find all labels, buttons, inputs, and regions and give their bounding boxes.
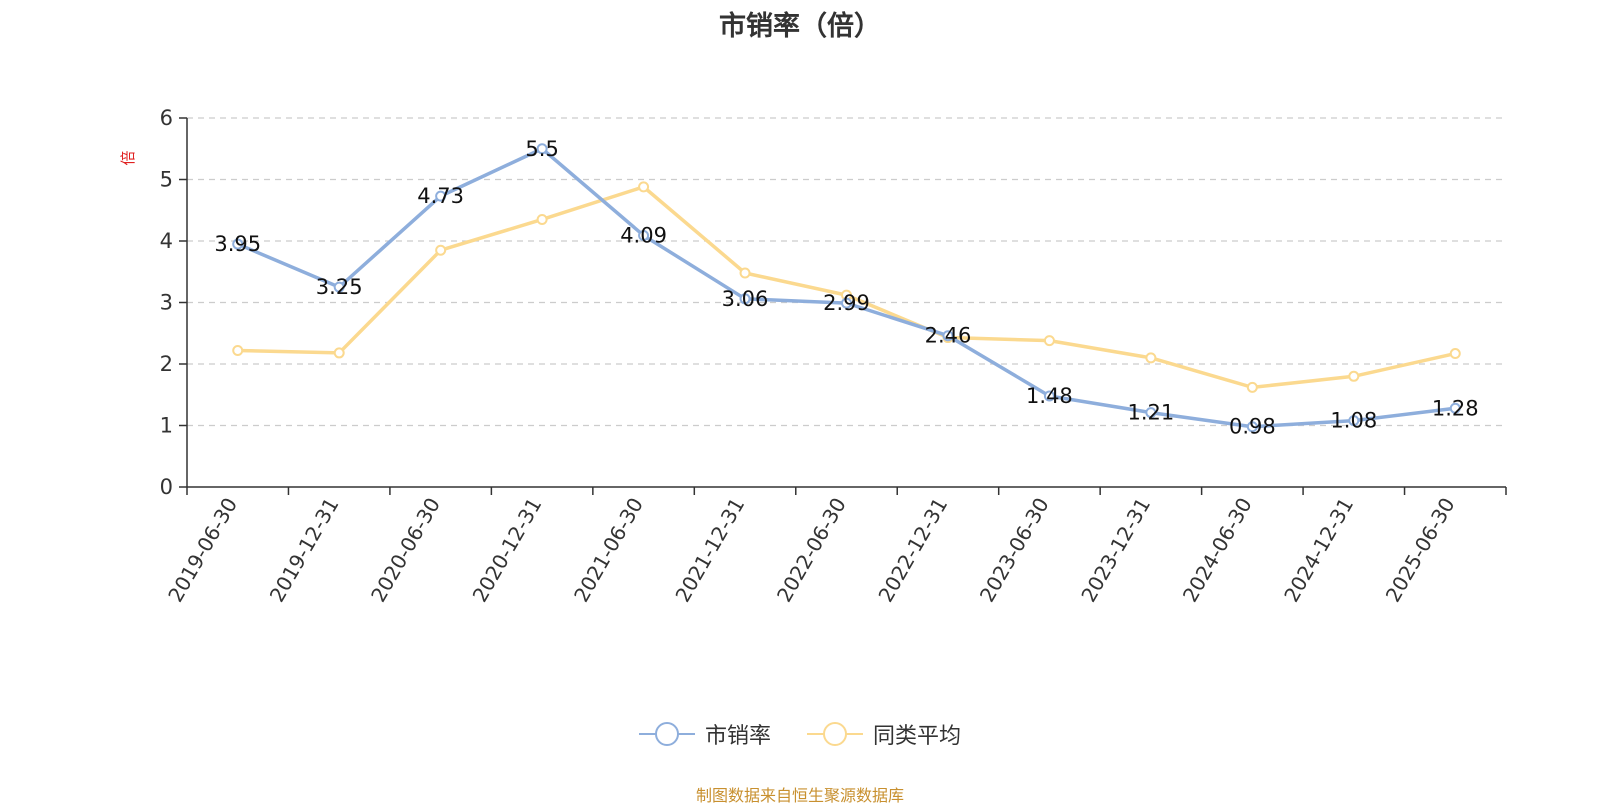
data-point-series-1 [1348,415,1360,427]
data-labels: 3.95 3.25 4.73 5.5 4.09 3.06 2.99 2.46 1.48 1.21 0… [214,137,1478,439]
x-tick-label: 2022-06-30 [772,494,851,607]
x-tick-label: 2021-06-30 [569,494,648,607]
data-label: 3.06 [722,287,769,311]
data-point-series-1 [333,281,345,293]
grid-lines [187,117,1506,427]
data-label: 2.46 [925,324,972,348]
y-tick-label: 4 [160,229,173,253]
data-point-series-2 [1449,348,1461,360]
legend-label-series-1: 市销率 [704,724,771,749]
x-tick-label: 2019-06-30 [163,494,242,607]
data-point-series-1 [435,190,447,202]
y-tick-label: 1 [160,414,173,438]
legend-marker-series-2 [807,722,863,746]
x-tick-label: 2019-12-31 [265,494,344,607]
data-point-series-1 [942,330,954,342]
y-tick-label: 5 [160,168,173,192]
data-label: 3.95 [214,232,261,256]
data-label: 1.48 [1026,384,1073,408]
source-note: 制图数据来自恒生聚源数据库 [695,786,904,805]
series-line-2 [235,185,1458,390]
data-point-series-1 [739,293,751,305]
data-point-series-1 [232,238,244,250]
legend-item-series-2[interactable]: 同类平均 [807,718,961,750]
x-tick-label: 2021-12-31 [670,494,749,607]
data-point-series-1 [841,297,852,309]
legend-item-series-1[interactable]: 市销率 [638,718,771,750]
x-tick-label: 2025-06-30 [1381,494,1460,607]
legend-marker-series-1 [638,722,695,746]
data-point-series-2 [1043,335,1055,347]
data-point-series-2 [232,344,244,356]
data-label: 1.28 [1432,396,1479,420]
data-label: 0.98 [1229,415,1276,439]
data-point-series-2 [1145,352,1157,364]
x-tick-label: 2022-12-31 [873,494,952,607]
data-point-series-1 [1043,390,1055,402]
x-tick-label: 2023-06-30 [975,494,1054,607]
data-label: 5.5 [525,137,558,161]
data-label: 4.73 [417,184,464,208]
data-point-series-2 [536,213,548,225]
y-tick-label: 6 [160,106,173,130]
data-point-series-2 [435,244,447,256]
data-label: 4.09 [620,223,667,247]
y-tick-label: 3 [160,291,173,315]
y-axis-title: 倍 [119,150,137,165]
axes: 0 1 2 3 4 5 6 倍 2019-06-30 2019-12-31 2020-06-30 20… [119,106,1507,607]
data-point-series-2 [1246,381,1258,393]
data-point-series-2 [333,347,345,359]
x-tick-label: 2024-12-31 [1279,494,1358,607]
data-point-series-2 [1348,370,1360,382]
y-tick-label: 0 [160,475,173,499]
data-point-series-1 [536,143,548,155]
data-point-series-1 [1145,407,1157,419]
y-tick-label: 2 [160,352,173,376]
x-tick-label: 2020-12-31 [468,494,547,607]
data-point-series-1 [1246,421,1258,433]
data-point-series-2 [739,267,751,279]
x-tick-label: 2023-12-31 [1076,494,1155,607]
x-tick-label: 2020-06-30 [366,493,445,606]
data-label: 3.25 [316,275,363,299]
series-lines [232,143,1461,433]
data-label: 2.99 [823,291,870,315]
legend-label-series-2: 同类平均 [873,724,962,749]
data-point-series-1 [638,229,650,241]
data-point-series-2 [638,181,650,193]
legend: 市销率 同类平均 [0,718,1600,750]
data-point-series-1 [1449,402,1461,414]
x-tick-label: 2024-06-30 [1178,494,1257,607]
data-label: 1.21 [1128,401,1175,425]
chart-title: 市销率（倍） [719,11,881,42]
data-label: 1.08 [1330,409,1377,433]
